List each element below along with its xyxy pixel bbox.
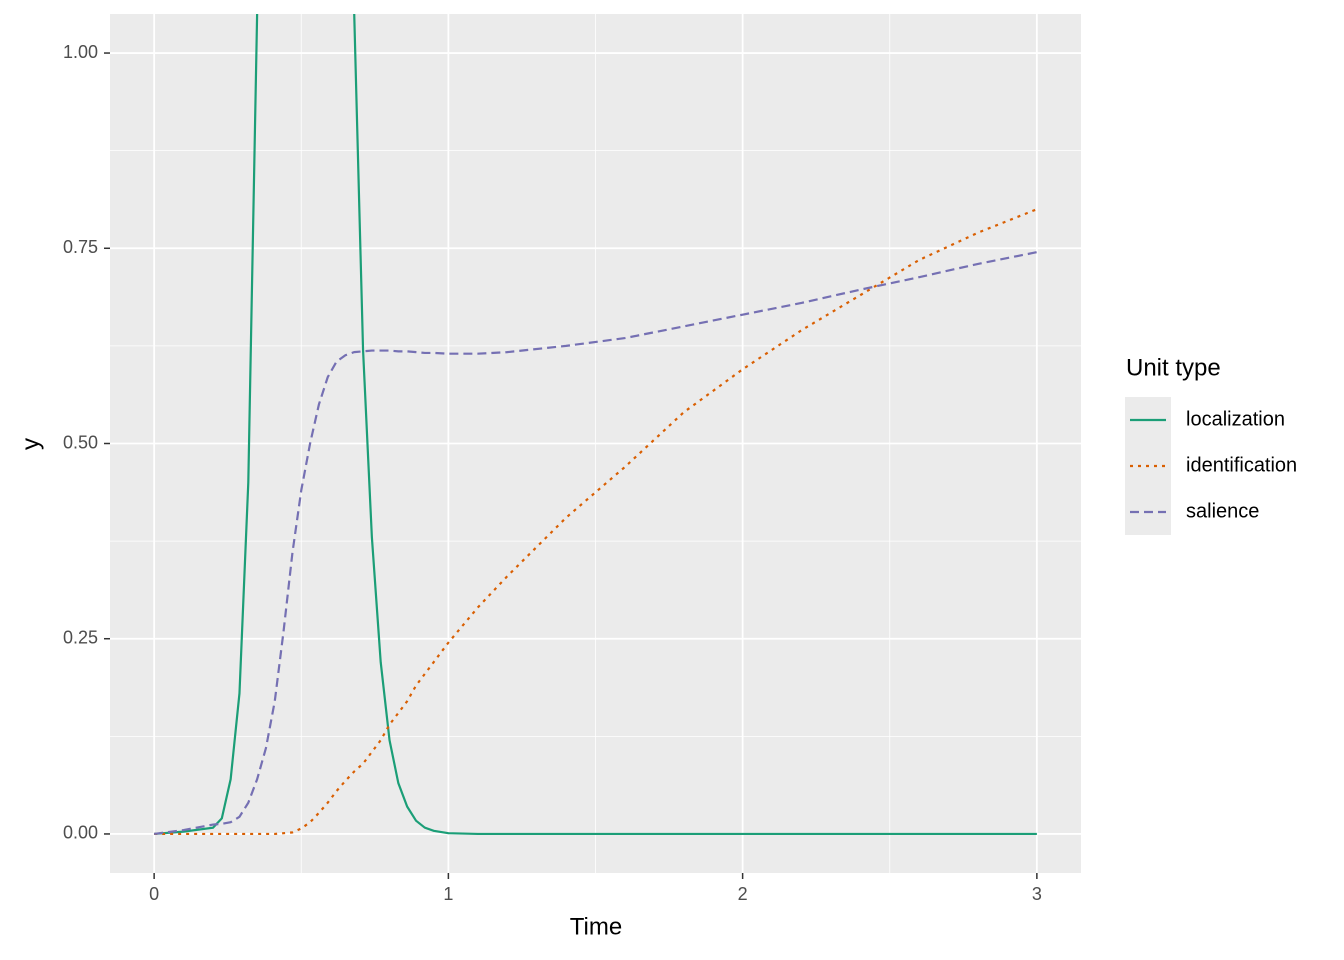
y-tick-label: 1.00 xyxy=(63,42,98,62)
y-axis-label: y xyxy=(17,438,44,450)
x-tick-label: 1 xyxy=(443,884,453,904)
y-tick-label: 0.75 xyxy=(63,237,98,257)
y-tick-label: 0.00 xyxy=(63,823,98,843)
legend-label: identification xyxy=(1186,454,1297,476)
legend-label: localization xyxy=(1186,408,1285,430)
legend-title: Unit type xyxy=(1126,354,1221,381)
x-tick-label: 2 xyxy=(738,884,748,904)
legend-label: salience xyxy=(1186,500,1259,522)
data-line xyxy=(153,251,1038,836)
plot-area xyxy=(153,14,1038,836)
y-tick-label: 0.25 xyxy=(63,627,98,647)
x-tick-label: 0 xyxy=(149,884,159,904)
data-line xyxy=(154,208,1038,836)
y-tick-label: 0.50 xyxy=(63,432,98,452)
x-tick-label: 3 xyxy=(1032,884,1042,904)
data-line xyxy=(154,14,1037,836)
x-axis-label: Time xyxy=(570,913,622,940)
